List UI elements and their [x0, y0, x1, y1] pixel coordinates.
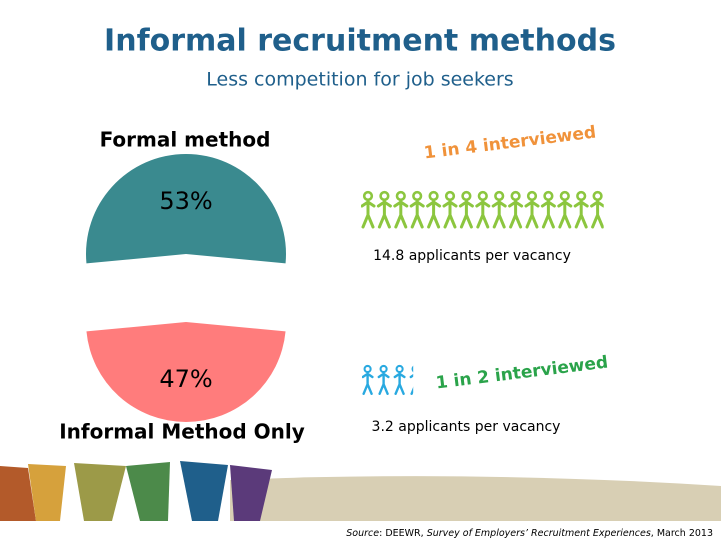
person-body: [444, 200, 456, 227]
title: Informal recruitment methods: [104, 24, 616, 59]
person-body: [395, 200, 407, 227]
person-body: [510, 200, 522, 227]
person-body: [379, 372, 389, 394]
person-body: [411, 200, 423, 227]
value-label: 47%: [159, 365, 212, 393]
source-part: : DEEWR,: [379, 528, 427, 539]
slide: Informal recruitment methods Less compet…: [0, 0, 721, 545]
source-note: Source: DEEWR, Survey of Employers’ Recr…: [346, 528, 713, 539]
subtitle: Less competition for job seekers: [206, 69, 513, 91]
applicants-label: 14.8 applicants per vacancy: [373, 248, 571, 264]
person-body: [575, 200, 587, 227]
person-body: [362, 200, 374, 227]
source-part: Source: [346, 528, 379, 539]
source-part: Survey of Employers’ Recruitment Experie…: [427, 528, 651, 539]
footer-decoration: [0, 461, 721, 521]
person-body: [493, 200, 505, 227]
source-part: , March 2013: [651, 528, 713, 539]
applicants-label: 3.2 applicants per vacancy: [372, 419, 561, 435]
person-body: [559, 200, 571, 227]
page: {"title": "Informal recruitment methods"…: [0, 0, 721, 545]
person-body: [411, 372, 421, 394]
person-body: [526, 200, 538, 227]
person-body: [592, 200, 604, 227]
interviewed-note: 1 in 4 interviewed: [423, 123, 597, 164]
person-body: [363, 372, 373, 394]
applicant-icons: [362, 192, 604, 227]
person-body: [378, 200, 390, 227]
interviewed-note: 1 in 2 interviewed: [435, 353, 609, 394]
person-body: [542, 200, 554, 227]
category-label: Informal Method Only: [59, 420, 305, 444]
value-label: 53%: [159, 187, 212, 215]
person-body: [395, 372, 405, 394]
person-head: [413, 366, 419, 372]
person-body: [460, 200, 472, 227]
applicant-icons: [363, 366, 421, 394]
person-body: [477, 200, 489, 227]
category-label: Formal method: [100, 128, 271, 152]
person-body: [428, 200, 440, 227]
